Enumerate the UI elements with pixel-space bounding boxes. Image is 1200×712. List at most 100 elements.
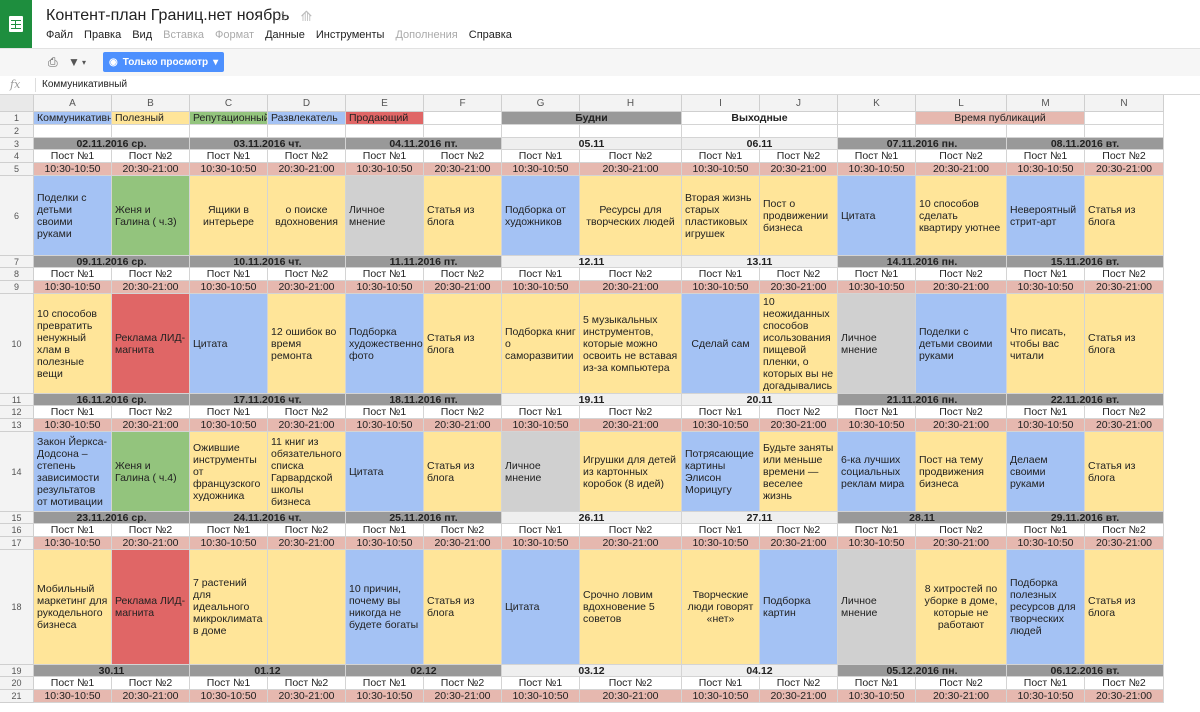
cell-n8[interactable]: Пост №2 <box>1085 268 1164 281</box>
row-header[interactable]: 5 <box>0 163 34 176</box>
cell-g17[interactable]: 10:30-10:50 <box>502 537 580 550</box>
cell-g3[interactable]: 05.11 <box>502 138 682 150</box>
filter-dropdown-icon[interactable]: ▾ <box>82 58 87 67</box>
menu-item[interactable]: Дополнения <box>395 29 458 41</box>
row-header[interactable]: 6 <box>0 176 34 256</box>
cell-h13[interactable]: 20:30-21:00 <box>580 419 682 432</box>
cell-h9[interactable]: 20:30-21:00 <box>580 281 682 294</box>
cell-j12[interactable]: Пост №2 <box>760 406 838 419</box>
cell-b12[interactable]: Пост №2 <box>112 406 190 419</box>
cell-b9[interactable]: 20:30-21:00 <box>112 281 190 294</box>
cell-i21[interactable]: 10:30-10:50 <box>682 690 760 703</box>
cell-d10[interactable]: 12 ошибок во время ремонта <box>268 294 346 394</box>
cell-d12[interactable]: Пост №2 <box>268 406 346 419</box>
cell-c18[interactable]: 7 растений для идеального микроклимата в… <box>190 550 268 665</box>
cell-e12[interactable]: Пост №1 <box>346 406 424 419</box>
cell-h4[interactable]: Пост №2 <box>580 150 682 163</box>
cell-g8[interactable]: Пост №1 <box>502 268 580 281</box>
cell-c10[interactable]: Цитата <box>190 294 268 394</box>
cell-a20[interactable]: Пост №1 <box>34 677 112 690</box>
row-header[interactable]: 9 <box>0 281 34 294</box>
cell-m12[interactable]: Пост №1 <box>1007 406 1085 419</box>
cell-g1[interactable]: Будни <box>502 112 682 125</box>
cell-l17[interactable]: 20:30-21:00 <box>916 537 1007 550</box>
cell-g16[interactable]: Пост №1 <box>502 524 580 537</box>
cell-i8[interactable]: Пост №1 <box>682 268 760 281</box>
column-header[interactable]: E <box>346 95 424 112</box>
cell-e5[interactable]: 10:30-10:50 <box>346 163 424 176</box>
cell-j5[interactable]: 20:30-21:00 <box>760 163 838 176</box>
cell-j14[interactable]: Будьте заняты или меньше времени — весел… <box>760 432 838 512</box>
cell-d8[interactable]: Пост №2 <box>268 268 346 281</box>
cell-c4[interactable]: Пост №1 <box>190 150 268 163</box>
cell-k17[interactable]: 10:30-10:50 <box>838 537 916 550</box>
cell-i19[interactable]: 04.12 <box>682 665 838 677</box>
cell-n21[interactable]: 20:30-21:00 <box>1085 690 1164 703</box>
cell-n16[interactable]: Пост №2 <box>1085 524 1164 537</box>
cell-i5[interactable]: 10:30-10:50 <box>682 163 760 176</box>
column-header[interactable]: F <box>424 95 502 112</box>
cell-l6[interactable]: 10 способов сделать квартиру уютнее <box>916 176 1007 256</box>
cell-c9[interactable]: 10:30-10:50 <box>190 281 268 294</box>
cell-a11[interactable]: 16.11.2016 ср. <box>34 394 190 406</box>
column-header[interactable]: C <box>190 95 268 112</box>
cell-e7[interactable]: 11.11.2016 пт. <box>346 256 502 268</box>
cell-d14[interactable]: 11 книг из обязательного списка Гарвардс… <box>268 432 346 512</box>
cell-m3[interactable]: 08.11.2016 вт. <box>1007 138 1164 150</box>
cell-h8[interactable]: Пост №2 <box>580 268 682 281</box>
cell-f4[interactable]: Пост №2 <box>424 150 502 163</box>
cell-j4[interactable]: Пост №2 <box>760 150 838 163</box>
cell-a15[interactable]: 23.11.2016 ср. <box>34 512 190 524</box>
cell-l1[interactable]: Время публикаций <box>916 112 1085 125</box>
cell-h21[interactable]: 20:30-21:00 <box>580 690 682 703</box>
cell-a14[interactable]: Закон Йеркса-Додсона – степень зависимос… <box>34 432 112 512</box>
cell-e10[interactable]: Подборка художественного фото <box>346 294 424 394</box>
cell-h17[interactable]: 20:30-21:00 <box>580 537 682 550</box>
cell-n13[interactable]: 20:30-21:00 <box>1085 419 1164 432</box>
cell-i4[interactable]: Пост №1 <box>682 150 760 163</box>
row-header[interactable]: 8 <box>0 268 34 281</box>
cell-j9[interactable]: 20:30-21:00 <box>760 281 838 294</box>
cell-m19[interactable]: 06.12.2016 вт. <box>1007 665 1164 677</box>
cell-k6[interactable]: Цитата <box>838 176 916 256</box>
cell-n18[interactable]: Статья из блога <box>1085 550 1164 665</box>
cell-d13[interactable]: 20:30-21:00 <box>268 419 346 432</box>
print-icon[interactable]: ⎙ <box>48 55 58 69</box>
cell-k3[interactable]: 07.11.2016 пн. <box>838 138 1007 150</box>
cell-e6[interactable]: Личное мнение <box>346 176 424 256</box>
column-header[interactable]: H <box>580 95 682 112</box>
cell-e19[interactable]: 02.12 <box>346 665 502 677</box>
cell-g7[interactable]: 12.11 <box>502 256 682 268</box>
cell-f8[interactable]: Пост №2 <box>424 268 502 281</box>
menu-item[interactable]: Вид <box>132 29 153 41</box>
cell-i15[interactable]: 27.11 <box>682 512 838 524</box>
cell-n1[interactable] <box>1085 112 1164 125</box>
cell-f21[interactable]: 20:30-21:00 <box>424 690 502 703</box>
row-header[interactable]: 18 <box>0 550 34 665</box>
cell-b13[interactable]: 20:30-21:00 <box>112 419 190 432</box>
cell-m6[interactable]: Невероятный стрит-арт <box>1007 176 1085 256</box>
drive-icon[interactable]: ⟰ <box>300 8 313 24</box>
cell-e18[interactable]: 10 причин, почему вы никогда не будете б… <box>346 550 424 665</box>
cell-c17[interactable]: 10:30-10:50 <box>190 537 268 550</box>
sheets-logo-icon[interactable] <box>0 0 32 48</box>
cell-e11[interactable]: 18.11.2016 пт. <box>346 394 502 406</box>
cell-j18[interactable]: Подборка картин <box>760 550 838 665</box>
row-header[interactable]: 20 <box>0 677 34 690</box>
cell-b5[interactable]: 20:30-21:00 <box>112 163 190 176</box>
cell-e15[interactable]: 25.11.2016 пт. <box>346 512 502 524</box>
cell-d21[interactable]: 20:30-21:00 <box>268 690 346 703</box>
cell-l5[interactable]: 20:30-21:00 <box>916 163 1007 176</box>
cell-i10[interactable]: Сделай сам <box>682 294 760 394</box>
cell-c13[interactable]: 10:30-10:50 <box>190 419 268 432</box>
cell-g6[interactable]: Подборка от художников <box>502 176 580 256</box>
cell-n17[interactable]: 20:30-21:00 <box>1085 537 1164 550</box>
cell-e16[interactable]: Пост №1 <box>346 524 424 537</box>
cell-c14[interactable]: Ожившие инструменты от французского худо… <box>190 432 268 512</box>
cell-c15[interactable]: 24.11.2016 чт. <box>190 512 346 524</box>
row-header[interactable]: 17 <box>0 537 34 550</box>
cell-k12[interactable]: Пост №1 <box>838 406 916 419</box>
cell-e2[interactable] <box>346 125 424 138</box>
column-header[interactable]: J <box>760 95 838 112</box>
cell-a21[interactable]: 10:30-10:50 <box>34 690 112 703</box>
